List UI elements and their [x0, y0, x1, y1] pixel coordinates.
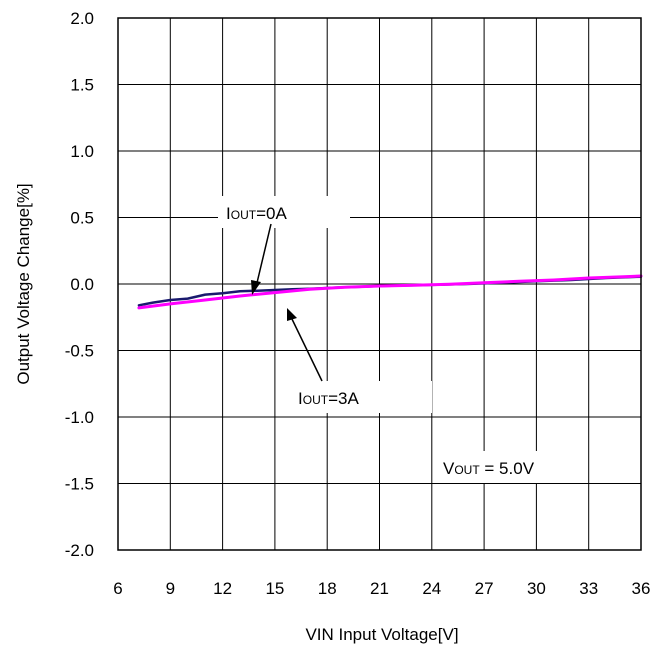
x-axis-label: VIN Input Voltage[V] — [305, 625, 458, 644]
annotation-bg-3a — [292, 381, 432, 413]
y-tick-label: -1.0 — [65, 408, 94, 427]
x-tick-label: 21 — [370, 579, 389, 598]
x-tick-label: 30 — [527, 579, 546, 598]
arrow-to-0a-curve — [251, 223, 272, 295]
y-tick-label: 2.0 — [70, 9, 94, 28]
x-tick-label: 18 — [318, 579, 337, 598]
y-tick-label: 1.5 — [70, 76, 94, 95]
annotation-bg-0a — [218, 196, 350, 228]
y-tick-label: -1.5 — [65, 475, 94, 494]
x-tick-label: 15 — [265, 579, 284, 598]
x-tick-label: 9 — [166, 579, 175, 598]
x-tick-label: 12 — [213, 579, 232, 598]
y-tick-labels: 2.0 1.5 1.0 0.5 0.0 -0.5 -1.0 -1.5 -2.0 — [65, 9, 94, 560]
y-tick-label: 0.5 — [70, 209, 94, 228]
plot-frame — [117, 17, 642, 551]
arrow-to-3a-curve — [287, 308, 323, 382]
annotation-iout-3a: IOUT=3A — [298, 389, 359, 408]
series-line-iout-0a — [137, 275, 643, 307]
x-tick-label: 36 — [632, 579, 651, 598]
y-tick-label: -0.5 — [65, 342, 94, 361]
y-tick-label: 0.0 — [70, 275, 94, 294]
annotation-bg-vout — [436, 451, 588, 483]
y-axis-label: Output Voltage Change[%] — [14, 183, 33, 384]
x-tick-label: 27 — [475, 579, 494, 598]
y-tick-label: -2.0 — [65, 541, 94, 560]
y-tick-label: 1.0 — [70, 142, 94, 161]
x-tick-label: 24 — [422, 579, 441, 598]
x-tick-label: 6 — [113, 579, 122, 598]
series-line-iout-3a — [137, 274, 643, 310]
annotation-vout: VOUT = 5.0V — [443, 459, 535, 478]
x-tick-label: 33 — [579, 579, 598, 598]
series-layer — [137, 274, 643, 310]
annotation-iout-0a: IOUT=0A — [226, 204, 287, 223]
x-tick-labels: 6 9 12 15 18 21 24 27 30 33 36 — [113, 579, 650, 598]
